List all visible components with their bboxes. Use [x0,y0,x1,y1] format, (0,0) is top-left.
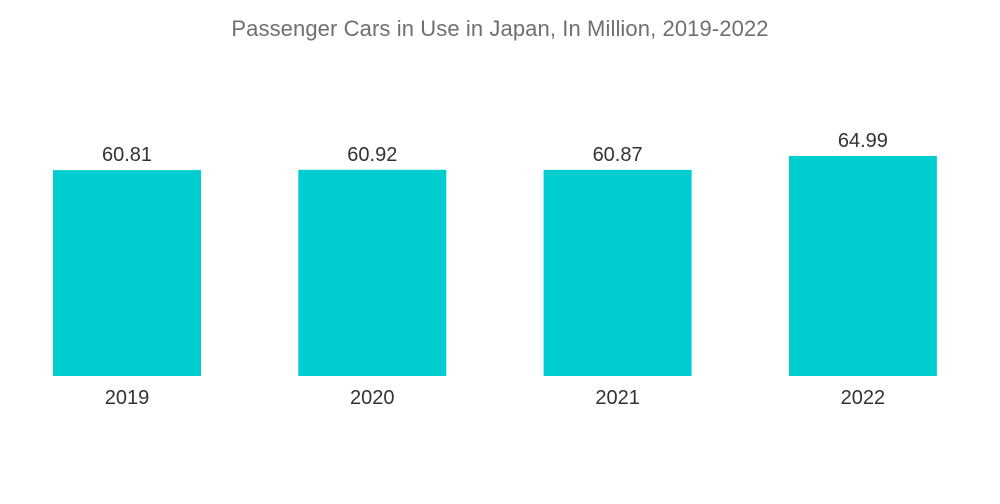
x-tick-label-2022: 2022 [841,387,886,409]
x-tick-label-2020: 2020 [350,387,395,409]
bars-group [53,156,937,376]
x-tick-labels-group: 2019 2020 2021 2022 [105,387,885,409]
value-label-2019: 60.81 [102,144,152,166]
chart-title: Passenger Cars in Use in Japan, In Milli… [231,16,769,41]
value-label-2022: 64.99 [838,130,888,152]
value-label-2021: 60.87 [593,144,643,166]
x-tick-label-2021: 2021 [595,387,640,409]
bar-2020 [298,169,447,376]
x-tick-label-2019: 2019 [105,387,150,409]
bar-2022 [788,156,937,376]
bar-2021 [543,169,692,376]
bar-2019 [53,170,201,376]
value-labels-group: 60.81 60.92 60.87 64.99 [102,130,888,166]
value-label-2020: 60.92 [347,144,397,166]
